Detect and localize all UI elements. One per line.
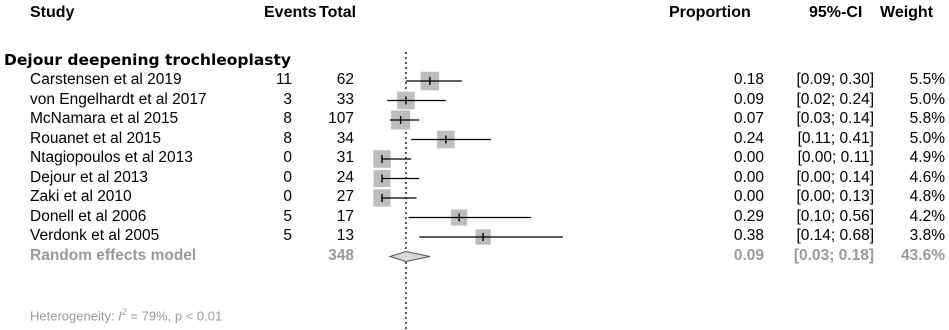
proportion-value: 0.38 bbox=[733, 227, 764, 244]
ci-value: [0.10; 0.56] bbox=[796, 207, 874, 225]
events-value: 5 bbox=[283, 227, 292, 244]
pooled-ci: [0.03; 0.18] bbox=[793, 246, 874, 264]
header-study: Study bbox=[30, 4, 75, 21]
study-label: Carstensen et al 2019 bbox=[30, 71, 182, 88]
total-value: 27 bbox=[336, 188, 354, 205]
proportion-value: 0.24 bbox=[733, 129, 764, 147]
total-value: 62 bbox=[336, 71, 354, 88]
weight-value: 3.8% bbox=[909, 227, 945, 244]
study-label: Dejour et al 2013 bbox=[30, 168, 149, 186]
header-proportion: Proportion bbox=[669, 4, 751, 21]
weight-value: 4.2% bbox=[909, 207, 945, 225]
events-value: 3 bbox=[283, 90, 292, 108]
pooled-total: 348 bbox=[328, 246, 354, 264]
study-label: Rouanet et al 2015 bbox=[30, 129, 161, 147]
study-label: Donell et al 2006 bbox=[30, 207, 147, 225]
total-value: 33 bbox=[336, 90, 354, 108]
weight-value: 5.5% bbox=[909, 71, 945, 88]
proportion-value: 0.07 bbox=[733, 110, 764, 127]
pooled-label: Random effects model bbox=[30, 246, 197, 264]
events-value: 0 bbox=[283, 188, 292, 205]
proportion-value: 0.09 bbox=[733, 90, 764, 108]
study-label: Verdonk et al 2005 bbox=[30, 227, 160, 244]
events-value: 0 bbox=[283, 149, 292, 166]
pooled-proportion: 0.09 bbox=[733, 246, 764, 264]
pooled-weight: 43.6% bbox=[901, 246, 945, 264]
total-value: 31 bbox=[336, 149, 354, 166]
heterogeneity-rest: = 79%, p < 0.01 bbox=[126, 308, 223, 324]
events-value: 5 bbox=[283, 207, 292, 225]
header-weight: Weight bbox=[880, 4, 934, 21]
total-value: 34 bbox=[336, 129, 354, 147]
proportion-value: 0.00 bbox=[733, 149, 764, 166]
weight-value: 5.8% bbox=[909, 110, 945, 127]
study-label: McNamara et al 2015 bbox=[30, 110, 179, 127]
events-value: 0 bbox=[283, 168, 292, 186]
events-value: 8 bbox=[283, 110, 292, 127]
ci-value: [0.11; 0.41] bbox=[797, 129, 874, 147]
header-ci: 95%-CI bbox=[809, 4, 863, 21]
header-total: Total bbox=[319, 4, 357, 21]
proportion-value: 0.29 bbox=[733, 207, 764, 225]
heterogeneity-text: Heterogeneity: I2 = 79%, p < 0.01 bbox=[30, 307, 222, 323]
total-value: 107 bbox=[328, 110, 354, 127]
ci-value: [0.00; 0.13] bbox=[796, 188, 874, 205]
study-label: von Engelhardt et al 2017 bbox=[30, 90, 207, 108]
ci-value: [0.00; 0.11] bbox=[797, 149, 874, 166]
study-label: Ntagiopoulos et al 2013 bbox=[30, 149, 193, 166]
ci-value: [0.02; 0.24] bbox=[796, 90, 874, 108]
weight-value: 5.0% bbox=[909, 129, 945, 147]
ci-value: [0.00; 0.14] bbox=[796, 168, 874, 186]
total-value: 24 bbox=[336, 168, 354, 186]
total-value: 13 bbox=[336, 227, 354, 244]
proportion-value: 0.00 bbox=[733, 188, 764, 205]
weight-value: 4.6% bbox=[909, 168, 945, 186]
pooled-diamond bbox=[388, 250, 430, 263]
ci-value: [0.14; 0.68] bbox=[796, 227, 874, 244]
total-value: 17 bbox=[336, 207, 354, 225]
proportion-value: 0.18 bbox=[733, 71, 764, 88]
study-label: Zaki et al 2010 bbox=[30, 188, 132, 205]
ci-value: [0.03; 0.14] bbox=[796, 110, 874, 127]
weight-value: 4.8% bbox=[909, 188, 945, 205]
events-value: 8 bbox=[283, 129, 292, 147]
heterogeneity-sup: 2 bbox=[121, 307, 127, 317]
events-value: 11 bbox=[275, 71, 292, 88]
weight-value: 5.0% bbox=[909, 90, 945, 108]
heterogeneity-i: I bbox=[118, 308, 122, 324]
weight-value: 4.9% bbox=[909, 149, 945, 166]
heterogeneity-prefix: Heterogeneity: bbox=[30, 308, 119, 324]
proportion-value: 0.00 bbox=[733, 168, 764, 186]
subgroup-label: Dejour deepening trochleoplasty bbox=[4, 51, 292, 69]
ci-value: [0.09; 0.30] bbox=[796, 71, 874, 88]
header-events: Events bbox=[264, 4, 317, 21]
